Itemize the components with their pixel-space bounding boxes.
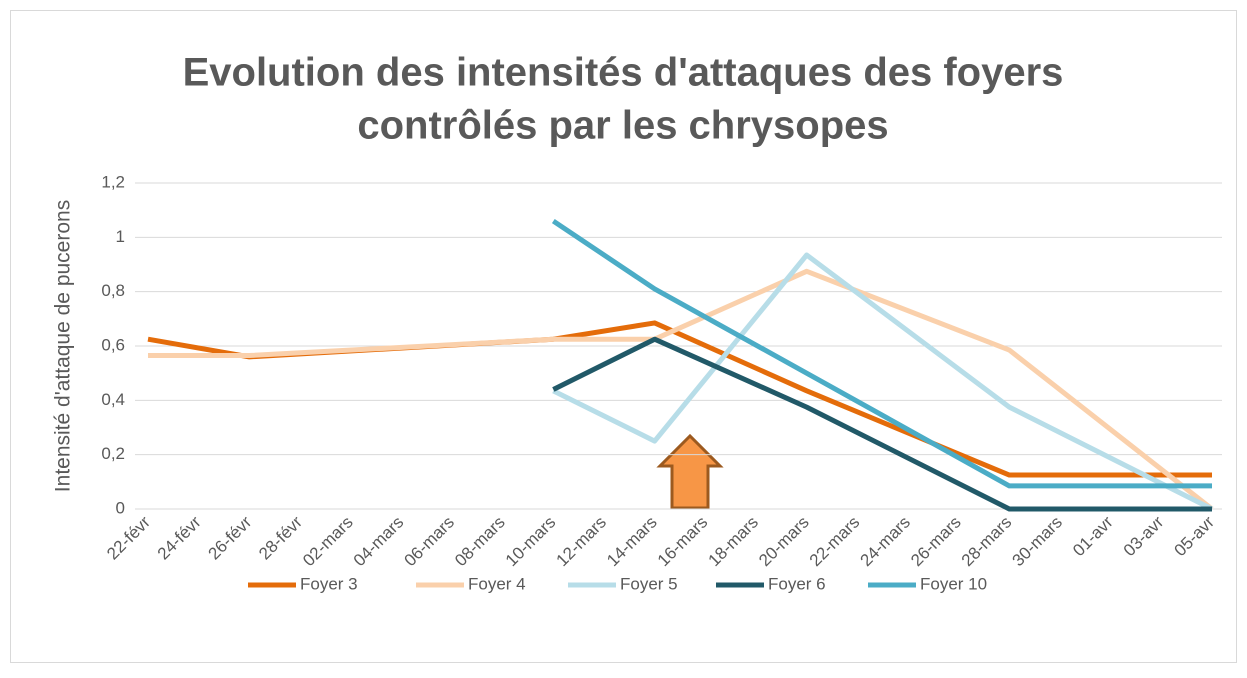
chart-title: Evolution des intensités d'attaques des … (183, 51, 1064, 95)
chart-title: contrôlés par les chrysopes (357, 104, 888, 148)
y-tick-label: 0 (116, 498, 125, 517)
y-tick-label: 1 (116, 227, 125, 246)
y-tick-label: 1,2 (101, 172, 125, 191)
legend-label: Foyer 3 (300, 574, 358, 593)
legend-label: Foyer 10 (920, 574, 987, 593)
series-line (551, 218, 1212, 489)
legend-label: Foyer 4 (468, 574, 526, 593)
y-tick-label: 0,2 (101, 444, 125, 463)
y-tick-label: 0,8 (101, 281, 125, 300)
legend-label: Foyer 6 (768, 574, 826, 593)
y-tick-label: 0,4 (101, 390, 125, 409)
arrow-annotation (656, 433, 724, 510)
y-tick-label: 0,6 (101, 335, 125, 354)
legend-label: Foyer 5 (620, 574, 678, 593)
series-line (552, 252, 1214, 512)
chart-border (10, 10, 1237, 663)
series-line (552, 336, 1212, 512)
y-axis-label: Intensité d'attaque de pucerons (52, 200, 75, 492)
